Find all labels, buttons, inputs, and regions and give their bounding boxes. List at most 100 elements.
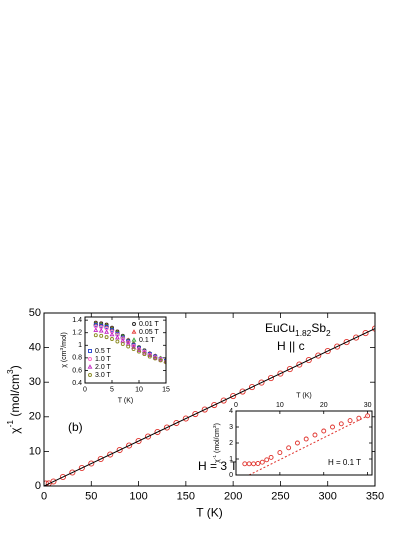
legend-marker (131, 329, 137, 334)
marker (154, 428, 161, 436)
marker (158, 358, 163, 363)
marker (239, 388, 246, 395)
annotation: H = 3 T (198, 459, 238, 473)
marker (163, 424, 170, 431)
legend-label: 2.0 T (95, 364, 112, 371)
marker (99, 333, 104, 338)
text-part: T (K) (296, 392, 311, 399)
marker (303, 436, 309, 442)
x-tick-label: 200 (224, 490, 242, 502)
marker (347, 418, 353, 424)
marker (286, 366, 293, 373)
text-part: 2 (326, 328, 331, 338)
x-axis-label: T (K) (196, 506, 222, 520)
text-part: χ (214, 459, 221, 463)
y-tick-label: 1.4 (72, 317, 82, 324)
y-axis-label: χ-1 (mol/cm3) (5, 365, 22, 433)
marker (192, 410, 199, 418)
marker (104, 335, 109, 340)
marker (120, 342, 125, 346)
text-part: 1.82 (295, 328, 312, 338)
marker (110, 337, 114, 341)
y-tick-label: 20 (29, 411, 41, 423)
marker (182, 415, 189, 422)
marker (365, 413, 371, 419)
marker (69, 469, 76, 476)
marker (153, 356, 158, 361)
text-part: Sb (311, 321, 326, 335)
text-part: H = 0.1 T (328, 458, 361, 467)
text-part: T (K) (118, 397, 133, 404)
marker (144, 433, 152, 440)
x-tick-label: 10 (276, 402, 284, 409)
x-axis-label: T (K) (296, 392, 311, 399)
marker (98, 328, 104, 333)
marker (135, 437, 142, 445)
text-part: H = 3 T (198, 459, 238, 473)
text-part: H || c (277, 339, 305, 353)
marker (356, 415, 362, 421)
marker (321, 428, 327, 434)
marker (324, 348, 331, 355)
y-tick-label: 0.4 (72, 380, 82, 387)
x-tick-label: 20 (320, 402, 328, 409)
marker (78, 464, 85, 472)
marker (338, 421, 344, 427)
marker (126, 340, 131, 345)
marker (201, 406, 208, 413)
marker (93, 323, 98, 328)
legend-marker (87, 364, 93, 369)
marker (305, 357, 312, 364)
text-part: (mol/cm (8, 374, 22, 420)
marker (249, 383, 256, 391)
marker (131, 344, 137, 349)
marker (330, 424, 335, 430)
y-tick-label: 1.2 (72, 330, 82, 337)
y-tick-label: 0 (35, 480, 41, 492)
marker (50, 478, 57, 485)
x-tick-label: 0 (83, 386, 87, 393)
marker (97, 455, 104, 463)
marker (115, 339, 120, 344)
marker (59, 473, 66, 481)
text-part: -1 (5, 420, 15, 428)
marker (137, 347, 141, 352)
legend-marker (131, 337, 137, 342)
marker (230, 392, 237, 400)
marker (258, 379, 265, 386)
legend-marker (88, 357, 92, 361)
text-part: T (K) (196, 506, 222, 520)
text-part: 3 (212, 425, 218, 428)
y-axis-label: χ-1 (mol/cm3) (212, 423, 221, 463)
marker (286, 445, 292, 451)
plot-area (85, 317, 166, 383)
plot-data (93, 320, 166, 365)
marker (173, 419, 180, 427)
marker (294, 440, 300, 446)
marker (99, 323, 104, 328)
marker (353, 334, 360, 341)
y-tick-label: 0.6 (72, 367, 82, 374)
marker (296, 361, 303, 368)
y-tick-label: 1 (229, 456, 233, 463)
annotation: (b) (68, 420, 83, 434)
text-part: -1 (212, 455, 218, 460)
marker (362, 330, 369, 337)
x-tick-label: 0 (234, 402, 238, 409)
text-part: χ (8, 427, 22, 434)
plot-frame (43, 312, 376, 487)
x-tick-label: 10 (135, 386, 143, 393)
marker (114, 335, 120, 340)
marker (164, 360, 166, 365)
marker (104, 325, 109, 330)
text-part: ) (214, 423, 221, 425)
marker (93, 327, 99, 332)
y-tick-label: 0.8 (72, 355, 82, 362)
marker (277, 370, 284, 377)
marker (126, 344, 131, 349)
marker (277, 450, 283, 456)
marker (142, 349, 147, 354)
annotation: H || c (277, 339, 305, 353)
plot-frame (235, 410, 373, 476)
annotation: H = 0.1 T (328, 458, 361, 467)
